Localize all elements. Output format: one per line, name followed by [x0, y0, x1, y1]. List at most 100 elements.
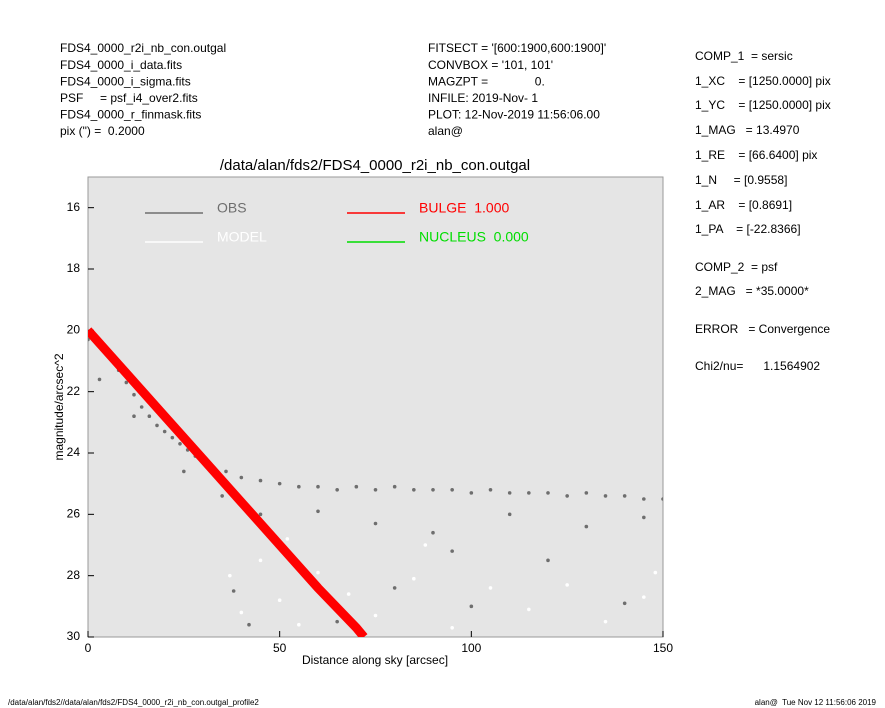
data-point [431, 530, 435, 535]
data-point [450, 488, 454, 492]
data-point [527, 491, 531, 495]
data-point [224, 469, 228, 474]
data-point [488, 488, 493, 492]
legend-label: MODEL [217, 229, 267, 245]
header-left-line: FDS4_0000_i_data.fits [60, 58, 182, 72]
header-left-line: PSF = psf_i4_over2.fits [60, 91, 198, 105]
fit-parameter: COMP_1 = sersic [695, 49, 793, 63]
footer-left: /data/alan/fds2//data/alan/fds2/FDS4_000… [8, 698, 259, 707]
legend-label: BULGE 1.000 [419, 200, 509, 216]
data-point [653, 570, 658, 575]
x-tick-label: 100 [461, 641, 481, 655]
data-point [412, 576, 416, 581]
data-point [297, 622, 301, 627]
data-point [346, 592, 351, 596]
header-left-line: FDS4_0000_r_finmask.fits [60, 108, 201, 122]
y-tick-label: 16 [67, 200, 81, 214]
data-point [277, 481, 282, 486]
data-point [178, 442, 182, 446]
data-point [661, 497, 663, 501]
data-point [88, 337, 90, 342]
data-point [162, 429, 167, 434]
footer-right: alan@ Tue Nov 12 11:56:06 2019 [755, 698, 877, 707]
data-point [335, 619, 339, 624]
data-point [565, 494, 569, 498]
header-middle-line: INFILE: 2019-Nov- 1 [428, 91, 538, 105]
data-point [124, 380, 129, 385]
data-point [316, 509, 320, 514]
data-point [258, 512, 263, 517]
legend-label: NUCLEUS 0.000 [419, 229, 529, 245]
fit-parameter: 1_RE = [66.6400] pix [695, 148, 817, 162]
fit-parameter: 1_N = [0.9558] [695, 173, 787, 187]
data-point [450, 626, 454, 630]
data-point [373, 488, 378, 492]
fit-parameter: 1_PA = [-22.8366] [695, 222, 801, 236]
x-tick-label: 150 [653, 641, 673, 655]
data-point [182, 469, 186, 474]
data-point [469, 491, 474, 495]
data-point [392, 586, 397, 590]
data-point [147, 414, 152, 419]
fit-parameter: Chi2/nu= 1.1564902 [695, 359, 820, 373]
fit-parameter: 1_AR = [0.8691] [695, 198, 792, 212]
data-point [642, 515, 646, 520]
header-left-line: FDS4_0000_r2i_nb_con.outgal [60, 41, 226, 55]
data-point [139, 405, 144, 409]
data-point [373, 521, 378, 526]
fit-parameter: 1_MAG = 13.4970 [695, 123, 800, 137]
data-point [431, 488, 435, 492]
data-point [247, 622, 251, 627]
data-point [565, 583, 569, 587]
data-point [132, 414, 136, 419]
data-point [155, 423, 159, 428]
fit-parameter: 2_MAG = *35.0000* [695, 284, 809, 298]
header-left-line: pix (") = 0.2000 [60, 124, 145, 138]
data-point [97, 377, 102, 382]
data-point [258, 478, 263, 483]
data-point [622, 494, 627, 498]
data-point [507, 512, 512, 517]
y-tick-label: 18 [67, 261, 81, 275]
data-point [392, 484, 397, 489]
data-point [316, 484, 320, 489]
data-point [316, 570, 320, 575]
data-point [603, 619, 608, 624]
data-point [584, 491, 589, 495]
data-point [527, 607, 531, 612]
data-point [373, 613, 378, 618]
y-tick-label: 24 [67, 445, 81, 459]
data-point [297, 484, 301, 489]
legend-label: OBS [217, 200, 247, 216]
fit-parameter: 1_YC = [1250.0000] pix [695, 98, 831, 112]
x-axis-label: Distance along sky [arcsec] [302, 653, 448, 667]
data-point [335, 488, 339, 492]
header-middle-line: alan@ [428, 124, 463, 138]
data-point [239, 610, 244, 615]
data-point [507, 491, 512, 495]
header-middle-line: FITSECT = '[600:1900,600:1900]' [428, 41, 606, 55]
data-point [423, 543, 428, 547]
x-tick-label: 50 [273, 641, 287, 655]
chart-title: /data/alan/fds2/FDS4_0000_r2i_nb_con.out… [220, 157, 530, 174]
header-middle-line: PLOT: 12-Nov-2019 11:56:06.00 [428, 108, 600, 122]
data-point [584, 524, 589, 529]
data-point [231, 589, 236, 593]
data-point [546, 491, 550, 495]
fit-parameter: 1_XC = [1250.0000] pix [695, 74, 831, 88]
model-line [88, 327, 368, 637]
header-middle-line: MAGZPT = 0. [428, 74, 545, 88]
header-left-line: FDS4_0000_i_sigma.fits [60, 74, 191, 88]
data-point [285, 537, 290, 541]
data-point [450, 549, 454, 553]
y-tick-label: 22 [67, 384, 81, 398]
data-point [642, 497, 646, 501]
data-point [642, 595, 646, 599]
data-point [228, 573, 232, 578]
data-point [132, 392, 136, 397]
y-tick-label: 30 [67, 629, 81, 643]
fit-parameter: ERROR = Convergence [695, 322, 830, 336]
y-axis-label: magnitude/arcsec^2 [52, 353, 66, 460]
data-point [354, 484, 359, 489]
header-middle-line: CONVBOX = '101, 101' [428, 58, 553, 72]
